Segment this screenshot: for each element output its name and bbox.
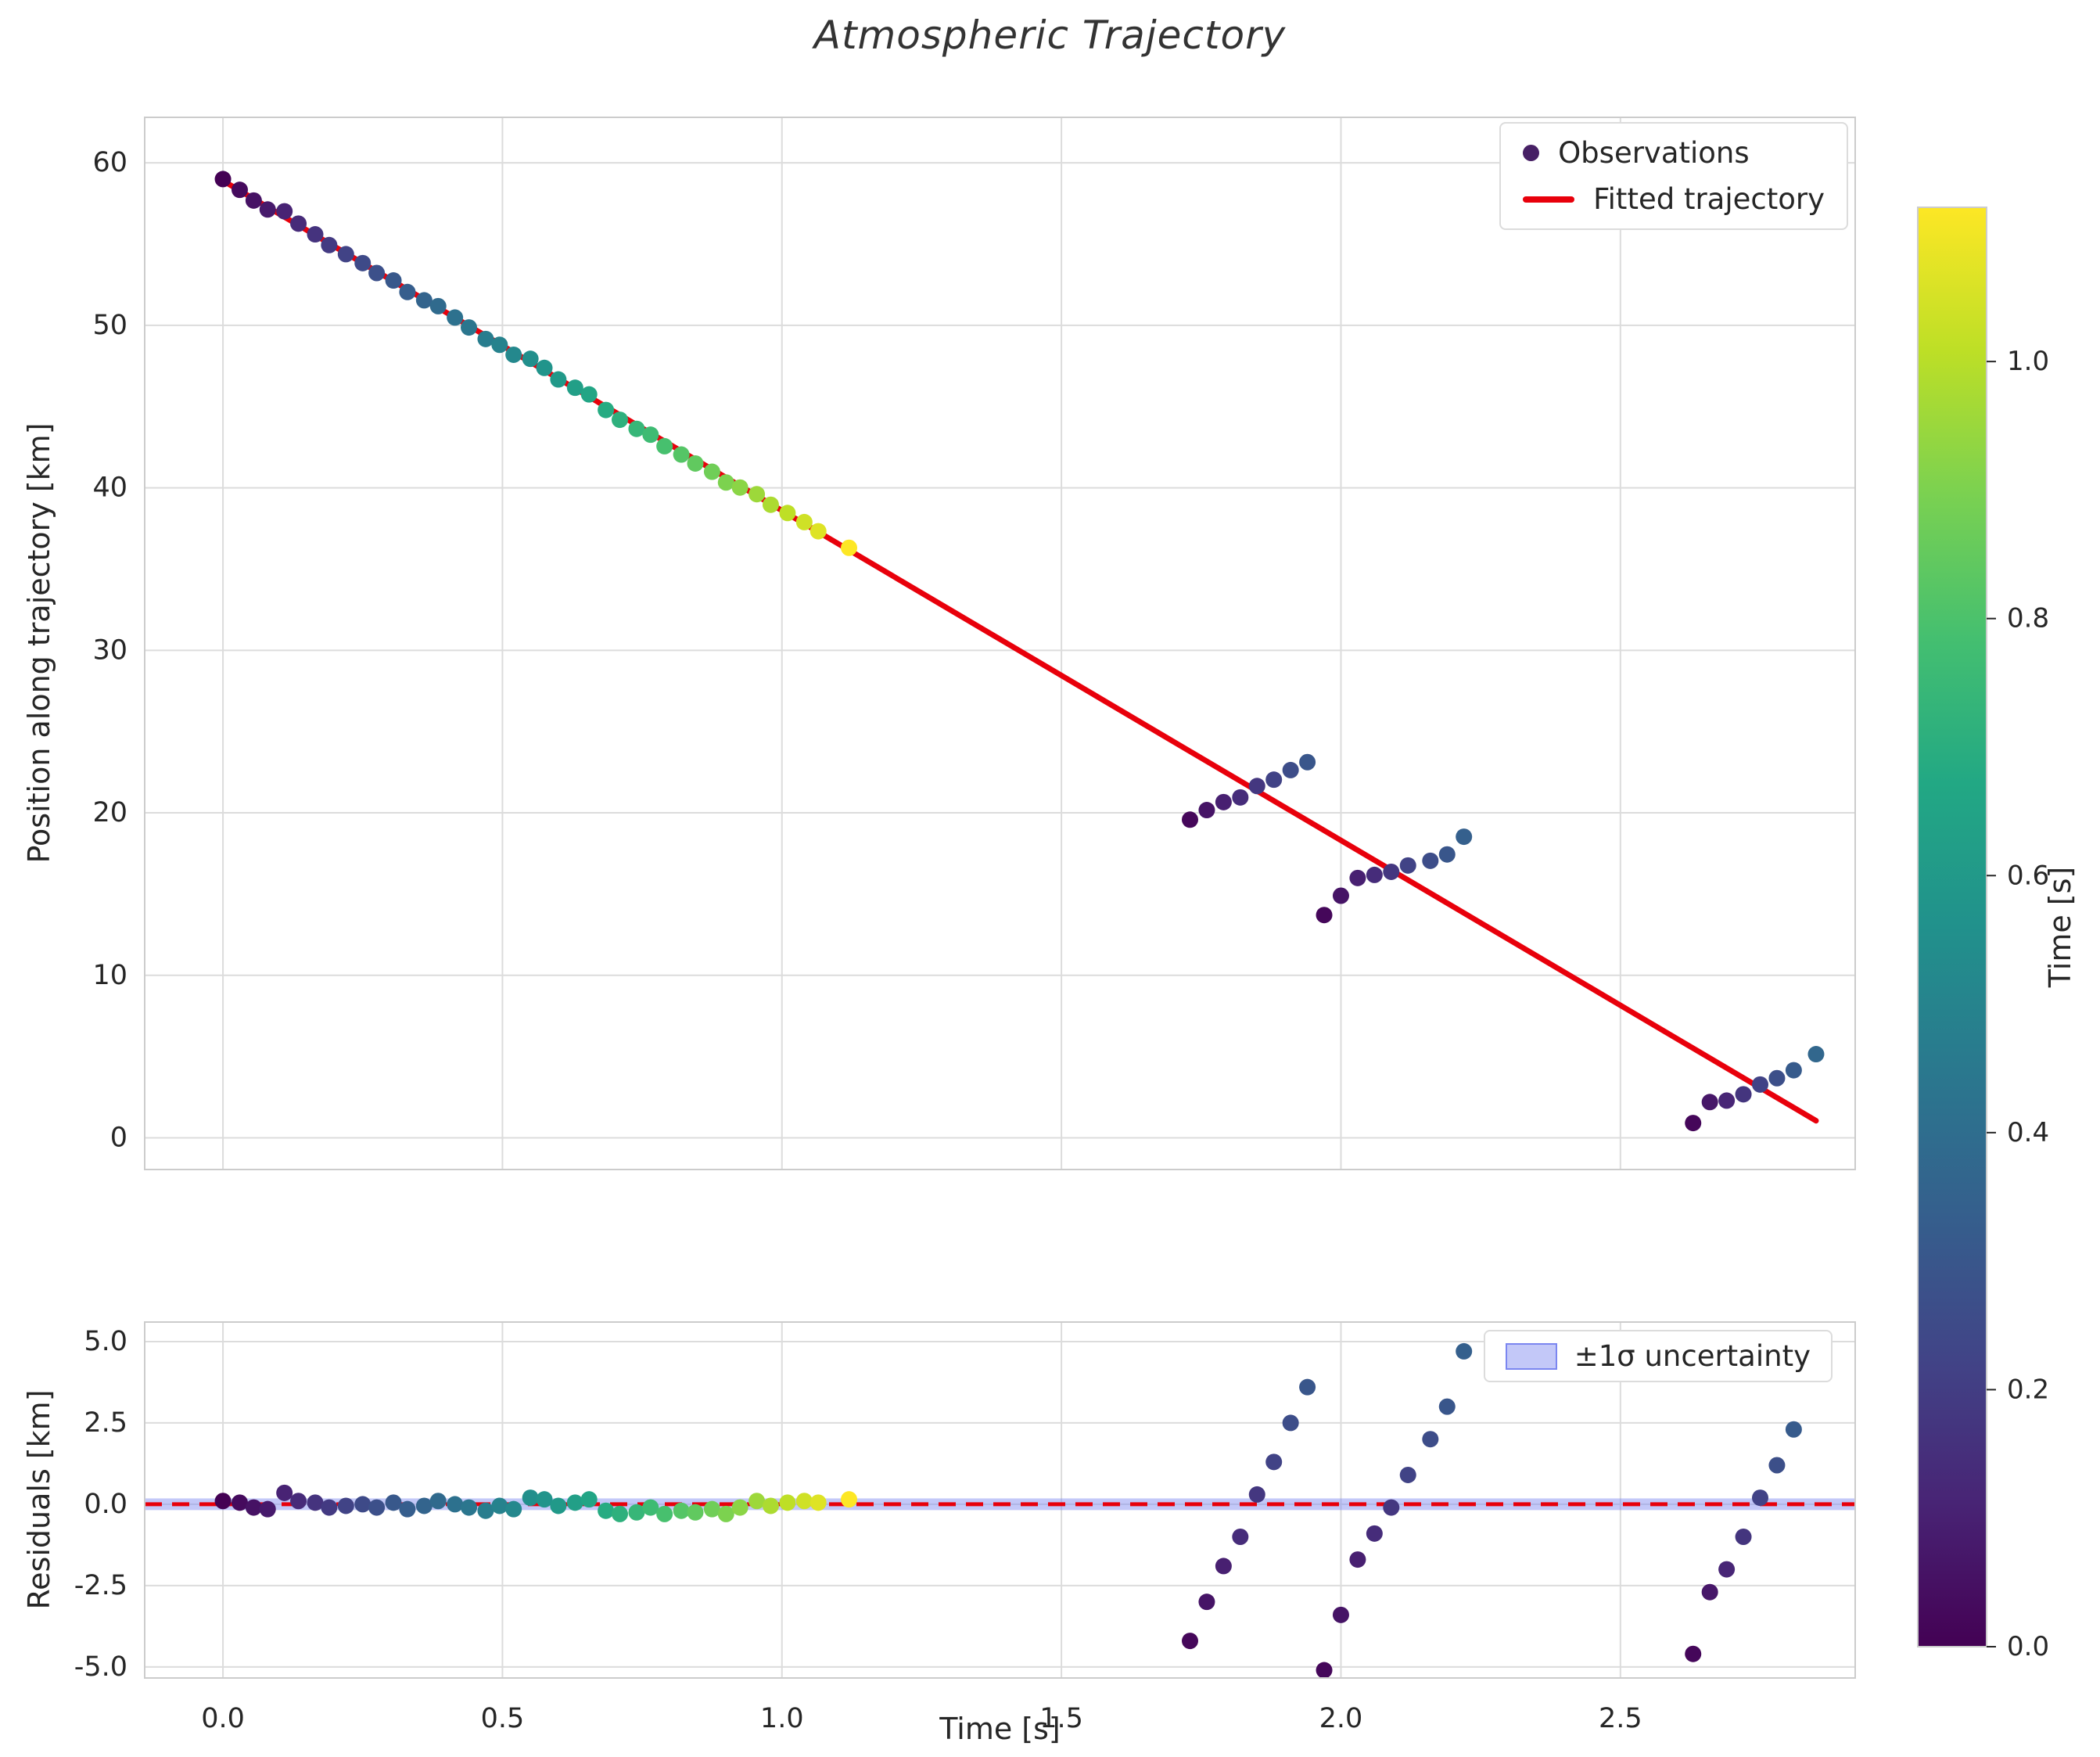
y-axis-label-residuals: Residuals [km] [22,1389,56,1610]
legend-item-fitted-trajectory: Fitted trajectory [1523,182,1825,216]
svg-text:0.2: 0.2 [2007,1374,2049,1405]
legend-label-fitted-trajectory: Fitted trajectory [1593,182,1825,216]
svg-text:0.0: 0.0 [201,1703,245,1734]
svg-text:0.0: 0.0 [2007,1631,2049,1662]
svg-text:0.0: 0.0 [84,1489,127,1520]
svg-text:1.5: 1.5 [1039,1703,1083,1734]
y-axis-label-trajectory: Position along trajectory [km] [22,422,56,864]
colorbar-label: Time [s] [2043,866,2077,988]
svg-text:60: 60 [92,147,127,178]
figure-title: Atmospheric Trajectory [813,13,1287,58]
fit-line-swatch-icon [1523,196,1575,203]
svg-text:30: 30 [92,634,127,666]
x-axis-label: Time [s] [939,1712,1061,1746]
legend-label-observations: Observations [1558,136,1750,170]
svg-text:2.0: 2.0 [1319,1703,1363,1734]
svg-text:2.5: 2.5 [1599,1703,1642,1734]
legend-label-uncertainty: ±1σ uncertainty [1574,1339,1811,1373]
svg-text:20: 20 [92,797,127,828]
svg-text:40: 40 [92,472,127,504]
scatter-marker-icon [1523,145,1540,161]
svg-text:50: 50 [92,310,127,341]
svg-text:10: 10 [92,960,127,991]
svg-text:5.0: 5.0 [84,1326,127,1357]
svg-text:0.5: 0.5 [481,1703,525,1734]
svg-text:1.0: 1.0 [760,1703,804,1734]
legend-residuals: ±1σ uncertainty [1483,1330,1833,1382]
legend-trajectory: Observations Fitted trajectory [1499,122,1848,230]
svg-text:0.4: 0.4 [2007,1117,2049,1148]
svg-text:-2.5: -2.5 [74,1570,127,1601]
svg-text:0: 0 [110,1122,127,1153]
svg-text:-5.0: -5.0 [74,1651,127,1683]
svg-text:0.6: 0.6 [2007,860,2049,891]
svg-text:2.5: 2.5 [84,1407,127,1439]
svg-text:1.0: 1.0 [2007,346,2049,377]
legend-item-observations: Observations [1523,136,1825,170]
uncertainty-band-swatch-icon [1505,1342,1557,1370]
svg-text:0.8: 0.8 [2007,603,2049,634]
